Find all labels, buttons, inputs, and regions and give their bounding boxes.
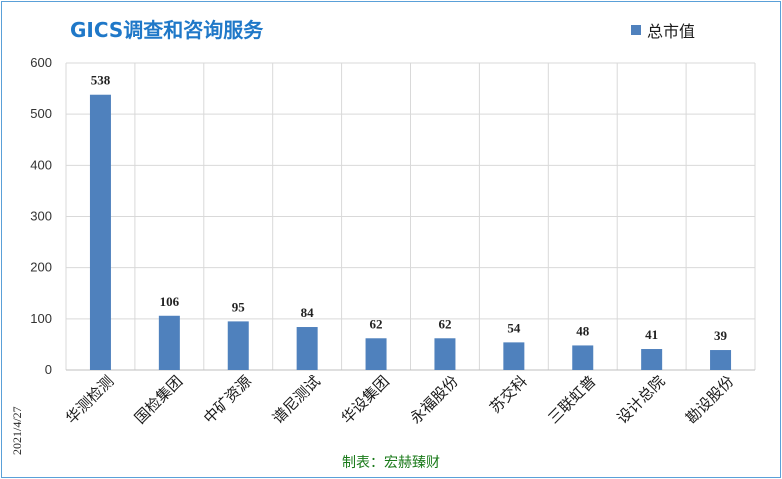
bar [158,315,180,370]
data-label: 84 [301,305,315,320]
footer-credit: 制表：宏赫臻财 [342,455,440,471]
x-tick-label: 三联虹普 [544,372,599,427]
bar [227,321,249,370]
y-tick-label: 300 [30,209,52,224]
y-tick-label: 600 [30,55,52,70]
chart-title: GICS调查和咨询服务 [70,18,264,42]
y-tick-label: 400 [30,157,52,172]
x-tick-label: 勘设股份 [682,372,737,427]
x-tick-label: 苏交科 [486,372,531,417]
data-label: 62 [370,316,383,331]
legend: 总市值 [631,18,695,42]
x-tick-label: 设计总院 [613,372,668,427]
bar [296,327,318,370]
y-tick-label: 500 [30,106,52,121]
legend-label: 总市值 [647,22,696,41]
bar [434,338,456,370]
data-label: 41 [645,327,658,342]
y-tick-label: 100 [30,311,52,326]
x-tick-label: 华设集团 [338,372,393,427]
bar [503,342,525,370]
data-label: 106 [160,294,180,309]
data-label: 39 [714,328,728,343]
data-label: 62 [438,316,451,331]
data-label: 54 [507,320,521,335]
data-label: 538 [91,73,111,88]
data-label: 48 [576,323,590,338]
bar [572,345,594,370]
y-tick-label: 0 [45,362,52,377]
x-tick-label: 谱尼测试 [269,372,324,427]
bar [710,350,732,370]
x-tick-label: 华测检测 [62,372,117,427]
x-tick-label: 永福股份 [407,372,462,427]
bar [89,94,111,371]
legend-swatch [631,25,641,35]
bar [641,349,663,370]
bar [365,338,387,370]
x-tick-label: 国检集团 [131,372,186,427]
data-label: 95 [232,299,246,314]
x-tick-label: 中矿资源 [200,372,255,427]
y-tick-label: 200 [30,260,52,275]
